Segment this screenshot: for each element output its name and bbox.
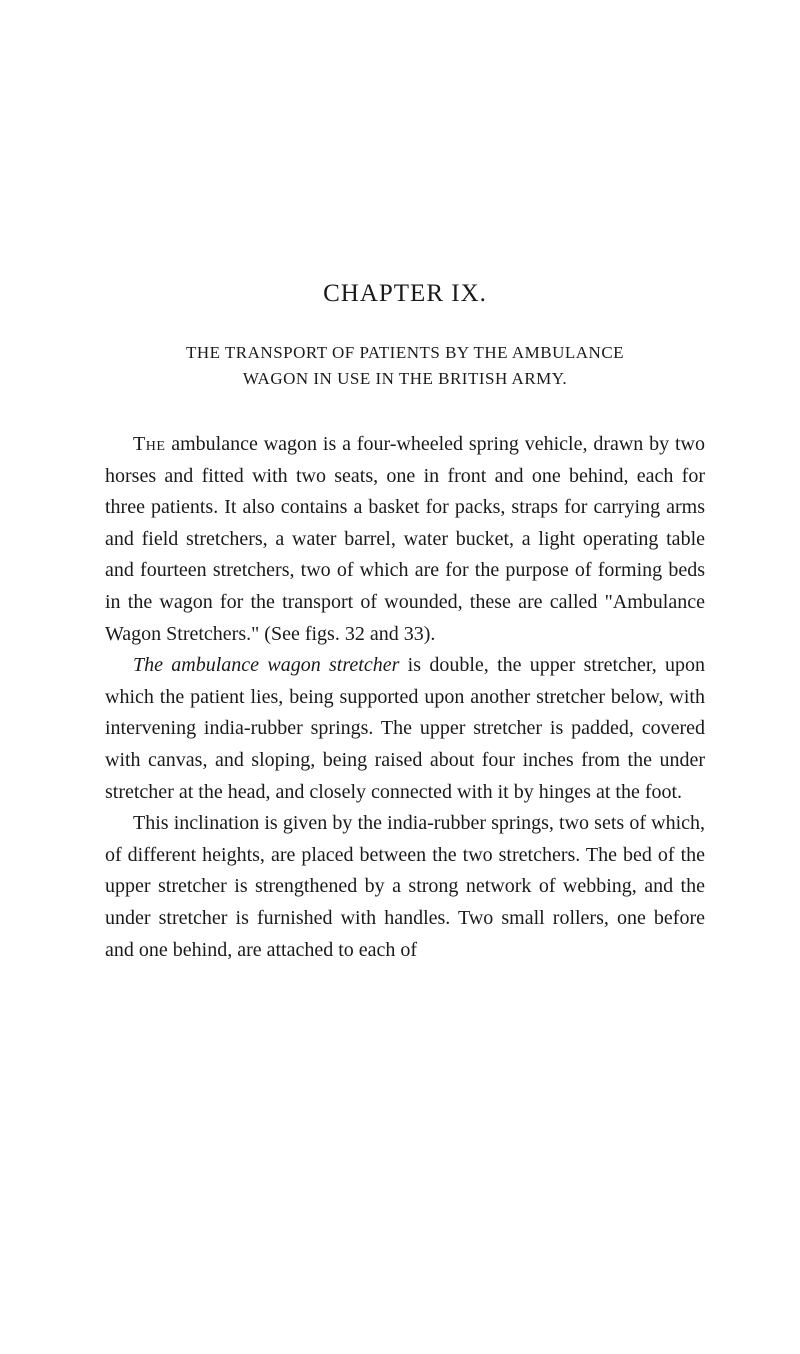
paragraph-lead-word: The bbox=[133, 433, 165, 455]
subtitle-line-2: WAGON IN USE IN THE BRITISH ARMY. bbox=[243, 369, 567, 388]
paragraph-1-body: ambulance wagon is a four-wheeled spring… bbox=[105, 433, 705, 645]
chapter-subtitle: THE TRANSPORT OF PATIENTS BY THE AMBULAN… bbox=[105, 340, 705, 391]
paragraph-2-body: is double, the upper stretcher, upon whi… bbox=[105, 654, 705, 802]
paragraph-1: The ambulance wagon is a four-wheeled sp… bbox=[105, 429, 705, 650]
paragraph-2-italic: The ambulance wagon stretcher bbox=[133, 654, 399, 676]
paragraph-3-body: This inclination is given by the india-r… bbox=[105, 812, 705, 960]
paragraph-3: This inclination is given by the india-r… bbox=[105, 808, 705, 966]
subtitle-line-1: THE TRANSPORT OF PATIENTS BY THE AMBULAN… bbox=[186, 343, 624, 362]
paragraph-2: The ambulance wagon stretcher is double,… bbox=[105, 650, 705, 808]
chapter-heading: CHAPTER IX. bbox=[105, 280, 705, 308]
